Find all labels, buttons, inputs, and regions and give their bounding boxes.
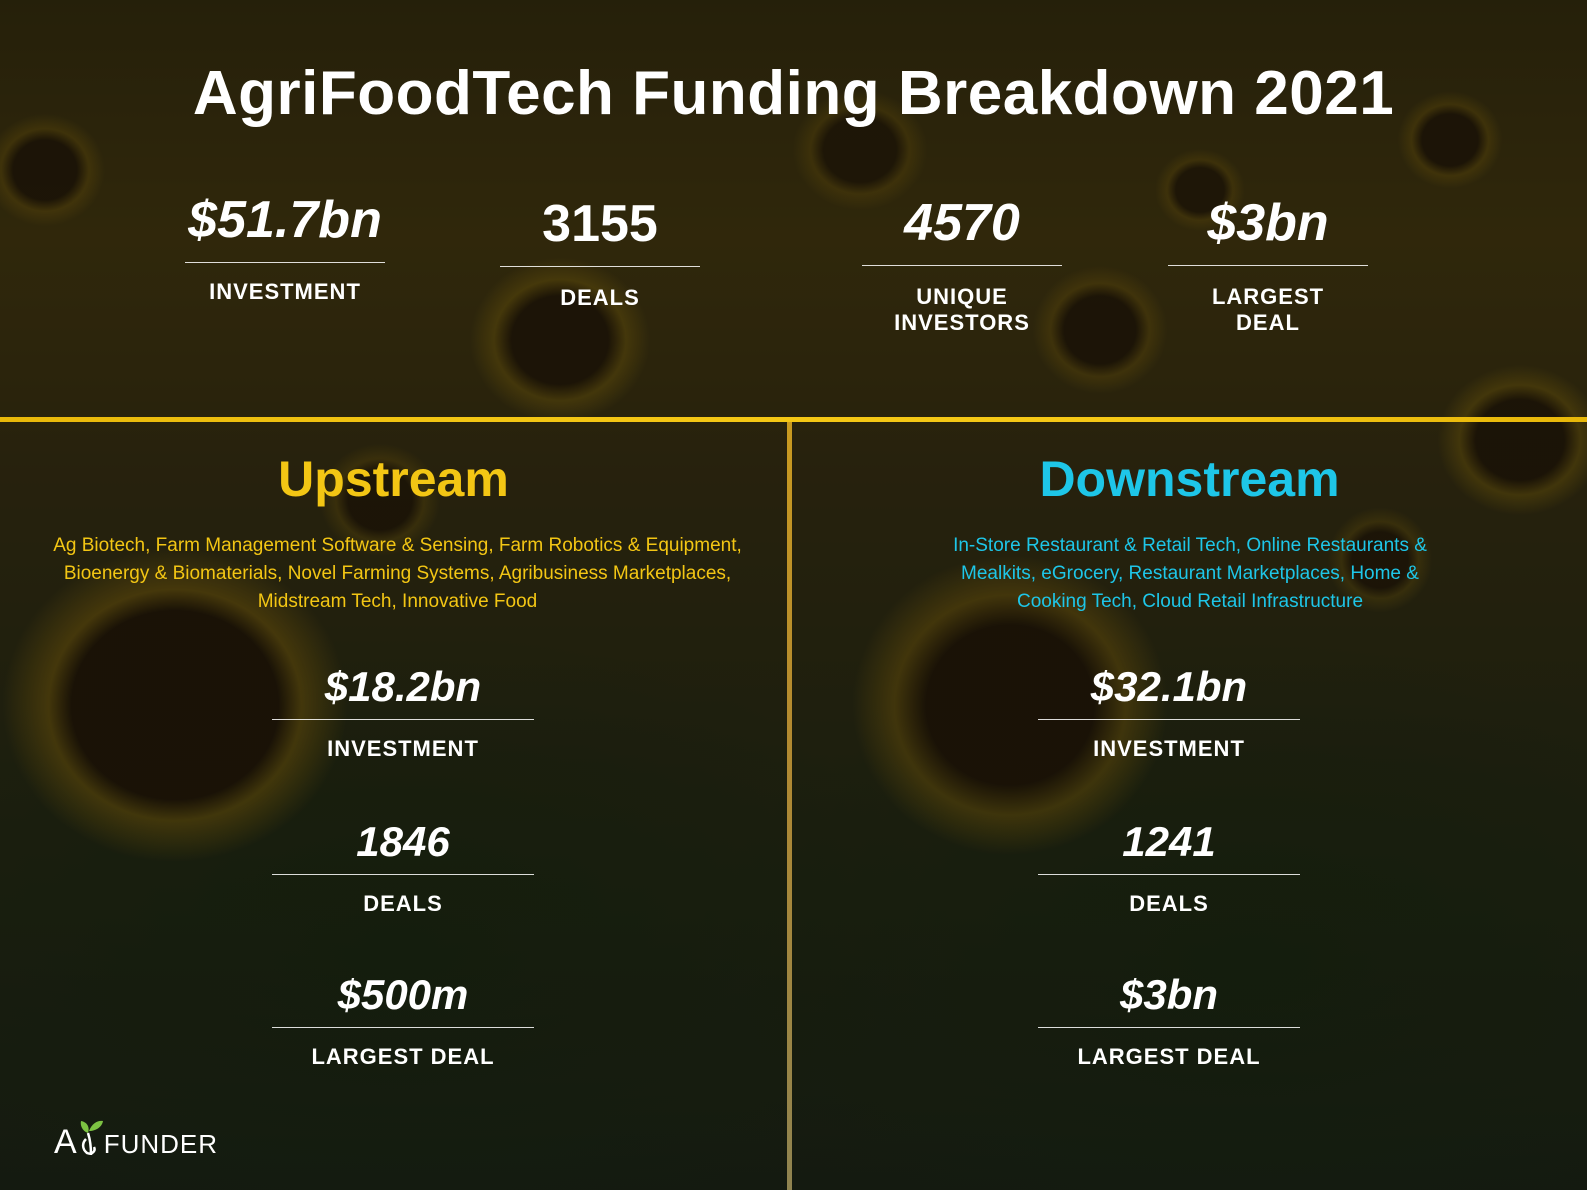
stat-total-investment: $51.7bn INVESTMENT [185, 190, 385, 305]
downstream-description: In-Store Restaurant & Retail Tech, Onlin… [953, 535, 1427, 612]
upstream-stat-largest-deal: $500m LARGEST DEAL [272, 970, 534, 1070]
stat-unique-investors: 4570 UNIQUE INVESTORS [862, 193, 1062, 336]
stat-underline [500, 266, 700, 267]
stat-label: LARGEST DEAL [1077, 1044, 1261, 1069]
stat-value: 4570 [904, 194, 1020, 252]
horizontal-divider [0, 417, 1587, 422]
stat-label: UNIQUE INVESTORS [894, 284, 1030, 335]
downstream-stat-investment: $32.1bn INVESTMENT [1038, 662, 1300, 762]
stat-label: DEALS [1129, 891, 1209, 916]
stat-largest-deal: $3bn LARGEST DEAL [1168, 193, 1368, 336]
stat-value: 3155 [542, 195, 658, 253]
downstream-stat-largest-deal: $3bn LARGEST DEAL [1038, 970, 1300, 1070]
logo-text: FUNDER [103, 1129, 219, 1159]
upstream-description: Ag Biotech, Farm Management Software & S… [53, 535, 742, 612]
stat-value: $3bn [1207, 194, 1329, 252]
downstream-title: Downstream [1039, 451, 1340, 507]
stat-label: DEALS [560, 285, 640, 310]
upstream-title: Upstream [278, 451, 509, 507]
upstream-stat-investment: $18.2bn INVESTMENT [272, 662, 534, 762]
sprout-icon [80, 1120, 103, 1156]
agfunder-logo: A FUNDER [54, 1117, 218, 1162]
stat-underline [272, 719, 534, 720]
stat-value: $500m [337, 971, 469, 1018]
stat-label: INVESTMENT [209, 279, 361, 304]
stat-value: 1846 [356, 818, 450, 865]
stat-label: LARGEST DEAL [1211, 284, 1325, 335]
stat-underline [272, 1027, 534, 1028]
vertical-divider [787, 422, 792, 1190]
stat-underline [185, 262, 385, 263]
stat-underline [1038, 1027, 1300, 1028]
stat-underline [1168, 265, 1368, 266]
stat-value: $32.1bn [1090, 663, 1248, 710]
stat-underline [862, 265, 1062, 266]
stat-label: INVESTMENT [327, 736, 479, 761]
stat-underline [1038, 719, 1300, 720]
page-title: AgriFoodTech Funding Breakdown 2021 [192, 59, 1395, 128]
stat-value: $51.7bn [188, 191, 382, 249]
stat-value: $18.2bn [324, 663, 482, 710]
stat-total-deals: 3155 DEALS [500, 194, 700, 311]
downstream-stat-deals: 1241 DEALS [1038, 817, 1300, 917]
stat-label: INVESTMENT [1093, 736, 1245, 761]
stat-label: DEALS [363, 891, 443, 916]
stat-value: $3bn [1119, 971, 1219, 1018]
stat-underline [272, 874, 534, 875]
upstream-stat-deals: 1846 DEALS [272, 817, 534, 917]
stat-underline [1038, 874, 1300, 875]
stat-value: 1241 [1122, 818, 1216, 865]
logo-letter-a: A [54, 1123, 78, 1161]
stat-label: LARGEST DEAL [311, 1044, 495, 1069]
